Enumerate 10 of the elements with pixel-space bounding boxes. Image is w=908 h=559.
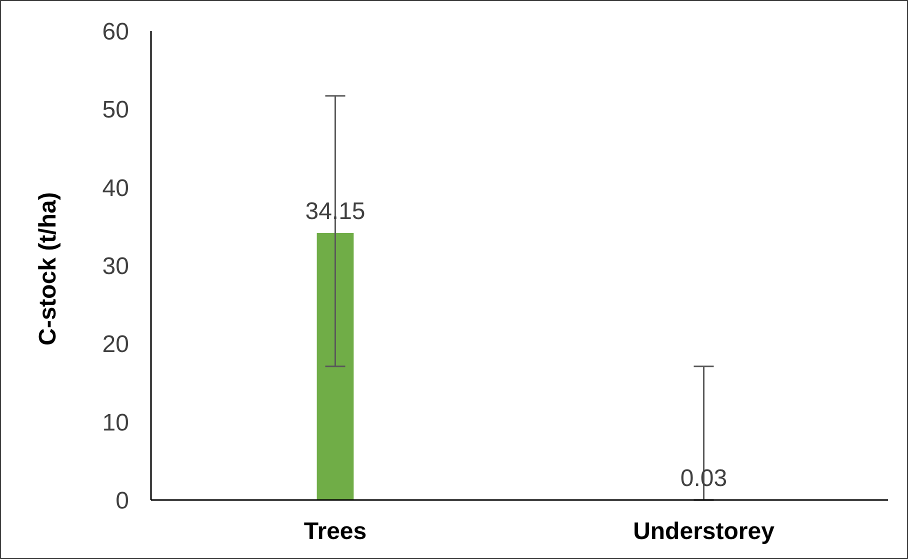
y-tick-label: 60 (102, 18, 129, 46)
x-tick-label: Trees (304, 518, 367, 546)
y-tick-label: 20 (102, 331, 129, 358)
y-axis-title: C-stock (t/ha) (34, 192, 62, 346)
x-tick-label: Understorey (633, 518, 776, 546)
y-tick-label: 50 (102, 96, 129, 124)
y-tick-label: 0 (116, 488, 129, 515)
y-tick-label: 30 (102, 253, 129, 280)
y-tick-label: 40 (102, 174, 129, 202)
y-tick-label: 10 (102, 409, 129, 436)
